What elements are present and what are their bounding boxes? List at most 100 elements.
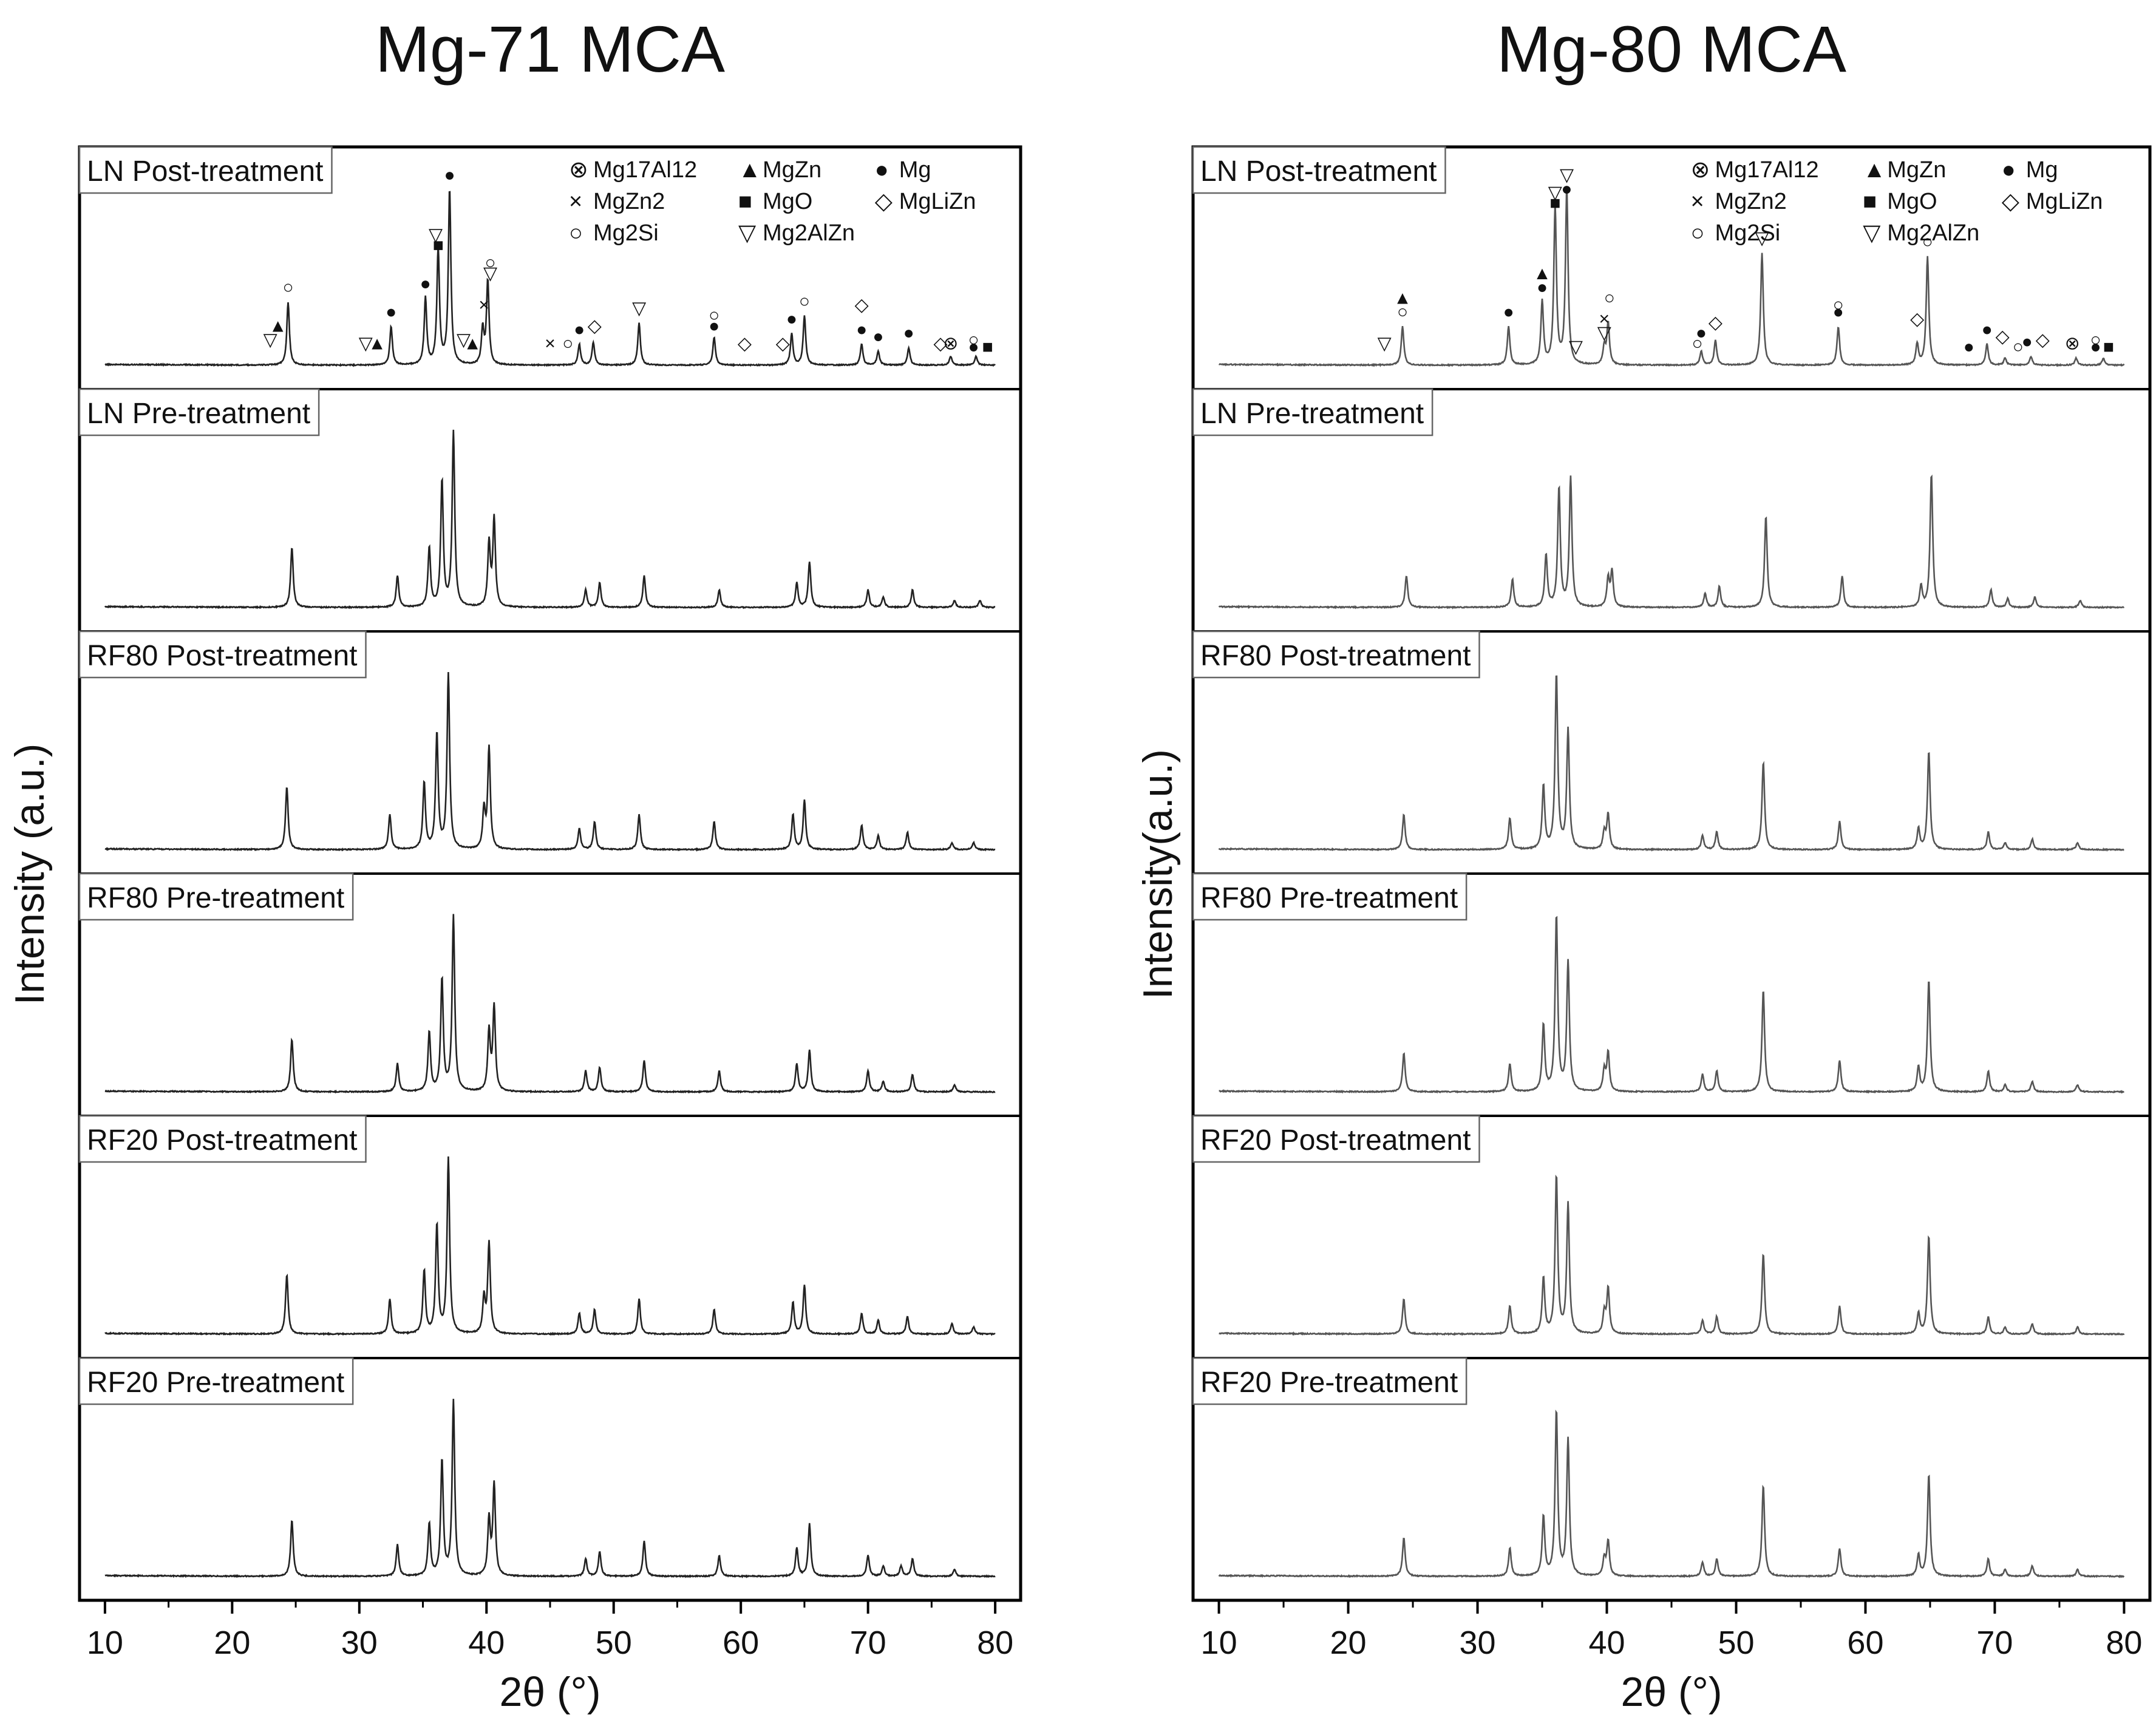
mg71-ln-pre-treatment-label-box xyxy=(78,388,320,436)
mg71-rf20-pre-treatment-label: RF20 Pre-treatment xyxy=(87,1367,344,1399)
mg80-xtick-label-60: 60 xyxy=(1847,1625,1883,1661)
mg80-rf80-post-treatment-label: RF80 Post-treatment xyxy=(1200,640,1471,672)
mg71-legend-mg2alzn: ▽ Mg2AlZn xyxy=(738,220,855,246)
mg71-phase-marker-34: ■ xyxy=(982,337,993,357)
mg80-phase-marker-18: ○ xyxy=(1833,295,1844,315)
mg80-phase-marker-9: ▽ xyxy=(1560,165,1574,185)
mg71-phase-marker-6: ● xyxy=(420,274,431,294)
mg80-phase-marker-30: ● xyxy=(2090,337,2101,357)
mg80-phase-marker-31: ■ xyxy=(2103,337,2114,357)
mg80-rf20-pre-treatment-label: RF20 Pre-treatment xyxy=(1200,1367,1458,1399)
mg71-legend-label-mgo: MgO xyxy=(763,189,812,214)
mg71-legend-symbol-mgzn2: × xyxy=(569,189,582,214)
mg80-xtick-label-30: 30 xyxy=(1460,1625,1496,1661)
mg71-legend-mg2si: ○ Mg2Si xyxy=(569,220,659,246)
mg80-legend-symbol-mg: ● xyxy=(2002,157,2016,183)
mg71-legend-symbol-mgzn: ▲ xyxy=(738,157,761,183)
mg80-legend-label-mglizn: MgLiZn xyxy=(2026,189,2103,214)
mg71-legend-symbol-mgo: ■ xyxy=(738,189,752,214)
mg71-xtick-label-20: 20 xyxy=(214,1625,250,1661)
mg80-phase-marker-20: ◇ xyxy=(1910,309,1924,329)
mg80-ylabel: Intensity(a.u.) xyxy=(1135,749,1181,999)
mg80-phase-marker-10: ▽ xyxy=(1569,337,1583,357)
mg80-phase-marker-28: ⊗ xyxy=(2065,333,2080,353)
mg71-rf20-pre-treatment-pattern xyxy=(104,1399,996,1578)
mg80-rf20-post-treatment-pattern xyxy=(1219,1174,2125,1336)
mg71-rf80-post-treatment-label-box xyxy=(78,630,367,679)
mg80-phase-marker-12: ▽ xyxy=(1597,323,1611,343)
mg80-rf20-post-treatment-label: RF20 Post-treatment xyxy=(1200,1124,1471,1157)
mg71-phase-marker-3: ▽ xyxy=(359,333,373,353)
mg71-xtick-label-40: 40 xyxy=(468,1625,505,1661)
mg80-legend-mg2alzn: ▽ Mg2AlZn xyxy=(1863,220,1979,246)
mg71-phase-marker-4: ▲ xyxy=(368,333,386,353)
mg80-rf80-pre-treatment-pattern xyxy=(1219,915,2124,1094)
mg80-legend-mg17al12: ⊗ Mg17Al12 xyxy=(1691,157,1819,183)
mg71-phase-marker-22: ◇ xyxy=(738,333,752,353)
mg71-phase-marker-32: ○ xyxy=(968,330,979,350)
mg80-legend-label-mgzn2: MgZn2 xyxy=(1715,189,1787,214)
mg71-xtick-label-70: 70 xyxy=(850,1625,886,1661)
mg71-legend-label-mg2si: Mg2Si xyxy=(593,220,659,246)
mg71-legend-mglizn: ◇ MgLiZn xyxy=(875,189,976,214)
mg71-phase-marker-19: ▽ xyxy=(632,299,646,319)
mg80-legend-symbol-mg2alzn: ▽ xyxy=(1863,220,1881,246)
mg71-phase-marker-7: ▽ xyxy=(429,225,443,245)
mg71-legend-mgo: ■ MgO xyxy=(738,189,812,214)
mg71-ln-post-treatment-label-box xyxy=(78,146,333,194)
mg71-legend-mgzn: ▲ MgZn xyxy=(738,157,821,183)
mg80-phase-marker-27: ◇ xyxy=(2036,330,2050,350)
mg71-phase-marker-11: ▲ xyxy=(463,333,481,353)
mg71-phase-marker-0: ▽ xyxy=(264,330,277,350)
mg71-rf20-post-treatment-pattern xyxy=(104,1156,996,1336)
mg80-xtick-label-10: 10 xyxy=(1201,1625,1237,1661)
mg71-rf80-pre-treatment-pattern xyxy=(104,914,996,1094)
mg80-rf20-post-treatment-label-box xyxy=(1192,1115,1480,1163)
mg71-phase-marker-21: ● xyxy=(709,316,719,336)
mg80-phase-marker-3: ● xyxy=(1503,302,1514,322)
mg80-legend-label-mg17al12: Mg17Al12 xyxy=(1715,157,1819,183)
mg71-rf80-post-treatment-label: RF80 Post-treatment xyxy=(87,640,358,672)
mg71-phase-marker-27: ● xyxy=(856,319,867,339)
mg71-phase-marker-12: × xyxy=(478,295,489,315)
mg71-xtick-label-60: 60 xyxy=(723,1625,759,1661)
mg80-ln-post-treatment-label-box xyxy=(1192,146,1446,194)
chart-mg80: Mg-80 MCA Intensity(a.u.) 2θ (°) 10 20 30 40 50… xyxy=(1135,12,2152,1715)
mg71-legend-label-mg17al12: Mg17Al12 xyxy=(593,157,697,183)
mg71-legend-symbol-mg17al12: ⊗ xyxy=(569,157,588,183)
mg80-ln-post-treatment-label: LN Post-treatment xyxy=(1200,155,1437,188)
mg71-legend-mgzn2: × MgZn2 xyxy=(569,189,665,214)
mg80-phase-marker-14: ○ xyxy=(1692,333,1703,353)
mg80-legend-symbol-mgo: ■ xyxy=(1863,189,1877,214)
mg71-ln-pre-treatment-pattern xyxy=(104,429,996,610)
mg71-phase-marker-13: ○ xyxy=(485,253,495,273)
mg71-rf20-post-treatment-label-box xyxy=(78,1115,367,1163)
mg80-phase-marker-2: ▲ xyxy=(1393,288,1412,308)
mg80-phase-marker-25: ○ xyxy=(2013,337,2024,357)
mg71-legend-symbol-mglizn: ◇ xyxy=(875,189,893,214)
mg80-xtick-label-70: 70 xyxy=(1976,1625,2013,1661)
mg80-xtick-label-80: 80 xyxy=(2106,1625,2142,1661)
mg71-rf80-pre-treatment-label-box xyxy=(78,872,354,921)
mg71-legend-label-mgzn: MgZn xyxy=(763,157,821,183)
mg71-xtick-label-10: 10 xyxy=(87,1625,123,1661)
mg80-legend-mg: ● Mg xyxy=(2002,157,2058,183)
mg71-phase-marker-5: ● xyxy=(386,302,396,322)
mg80-legend-label-mgo: MgO xyxy=(1887,189,1937,214)
mg71-phase-marker-16: ○ xyxy=(562,333,573,353)
mg71-phase-marker-30: ◇ xyxy=(934,333,948,353)
mg71-rf80-post-treatment-pattern xyxy=(104,672,996,852)
mg80-phase-marker-26: ● xyxy=(2022,332,2033,352)
mg80-legend-symbol-mg17al12: ⊗ xyxy=(1691,157,1710,183)
mg80-legend-mgzn: ▲ MgZn xyxy=(1863,157,1946,183)
mg71-phase-marker-26: ◇ xyxy=(855,295,869,315)
mg71-title: Mg-71 MCA xyxy=(375,12,725,86)
mg80-legend-symbol-mglizn: ◇ xyxy=(2002,189,2020,214)
mg80-phase-marker-16: ◇ xyxy=(1709,313,1722,333)
mg71-phase-marker-25: ○ xyxy=(799,291,810,311)
mg80-phase-marker-24: ◇ xyxy=(1996,327,2010,347)
mg71-xtick-label-80: 80 xyxy=(977,1625,1013,1661)
mg71-legend-label-mg2alzn: Mg2AlZn xyxy=(763,220,855,246)
mg80-phase-marker-11: × xyxy=(1599,309,1610,329)
